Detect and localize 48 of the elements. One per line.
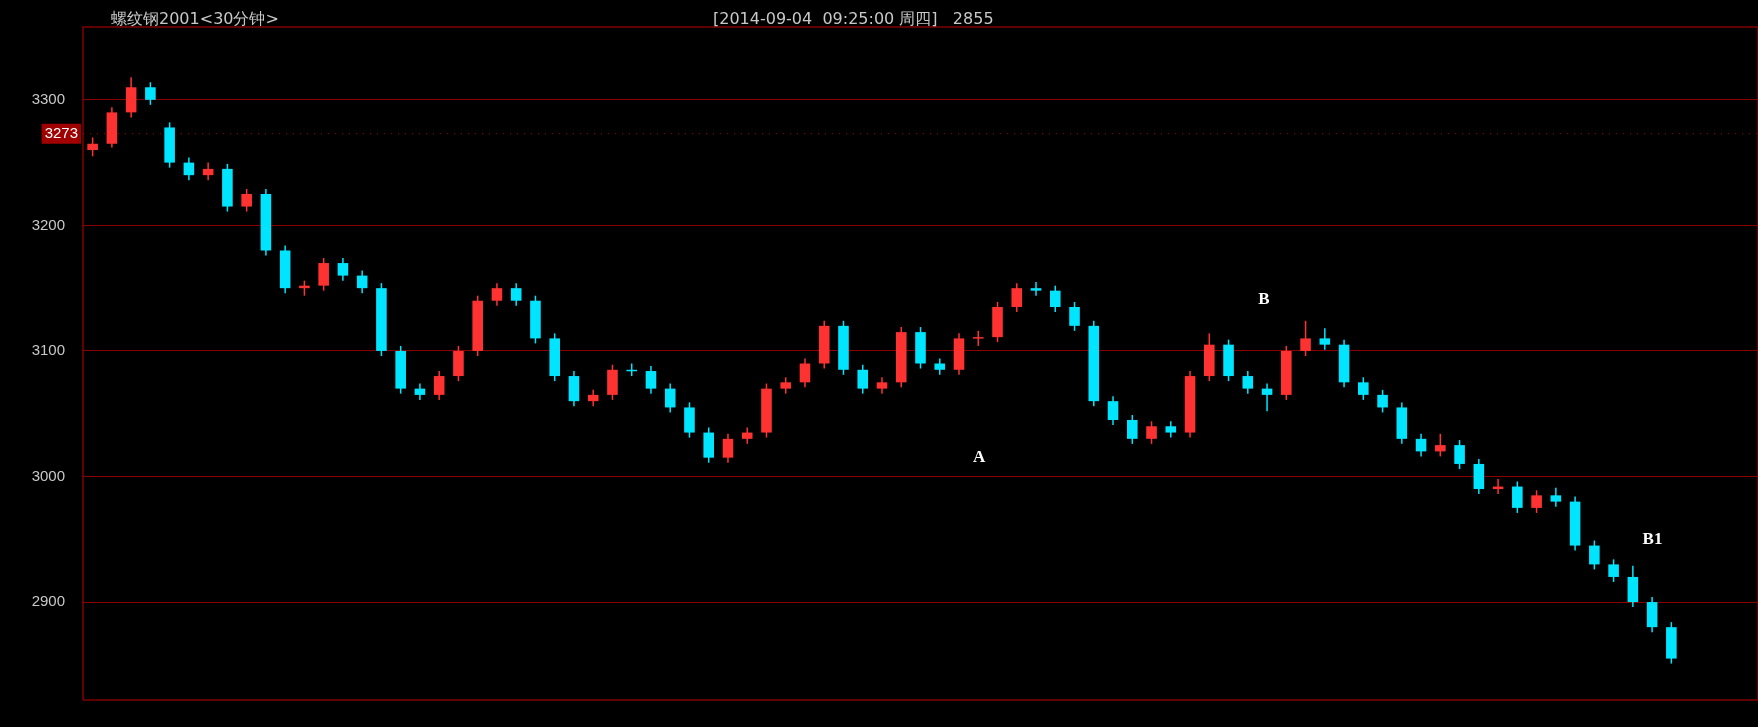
candlestick	[1377, 389, 1388, 414]
candlestick	[337, 257, 349, 282]
ref-line-label: 3273	[44, 123, 78, 141]
candlestick	[1589, 539, 1600, 571]
candlestick	[722, 433, 734, 464]
candlestick	[934, 357, 946, 376]
candlestick	[318, 257, 329, 292]
candlestick	[1030, 281, 1042, 297]
candlestick	[1415, 433, 1427, 458]
candlestick	[510, 282, 522, 307]
candlestick	[857, 364, 869, 395]
candlestick	[1531, 489, 1542, 514]
candlestick	[1011, 282, 1023, 313]
candlestick	[241, 188, 252, 213]
annotation: B	[1258, 288, 1270, 308]
candlestick	[1358, 376, 1369, 401]
candlestick	[87, 136, 98, 158]
candlestick	[1261, 382, 1273, 412]
candlestick	[1512, 480, 1523, 514]
annotation: A	[972, 447, 986, 467]
candlestick	[1550, 487, 1562, 508]
candlestick	[491, 282, 503, 307]
candlestick	[1608, 558, 1619, 583]
candlestick	[145, 81, 156, 106]
candlestick	[183, 156, 195, 181]
y-tick-label: 2900	[31, 592, 65, 610]
candlestick	[645, 365, 657, 395]
y-tick-label: 3100	[31, 341, 65, 359]
y-tick-label: 3200	[31, 215, 65, 233]
y-tick-label: 3300	[31, 89, 65, 107]
candlestick	[356, 269, 368, 294]
candlestick	[1069, 301, 1080, 332]
chart-subtitle: [2014-09-04 09:25:00 周四] 2855	[713, 9, 994, 29]
candlestick	[1242, 370, 1254, 395]
candlestick	[1107, 395, 1119, 426]
y-tick-label: 3000	[31, 466, 65, 484]
candlestick	[1435, 433, 1446, 458]
annotation: B1	[1642, 529, 1663, 549]
candlestick	[1300, 320, 1311, 357]
candlestick	[1126, 414, 1138, 445]
chart-title: 螺纹钢2001<30分钟>	[111, 9, 279, 29]
candlestick	[1454, 439, 1465, 470]
candlestick	[664, 382, 676, 414]
candlestick	[1049, 284, 1061, 313]
candlestick	[1319, 327, 1331, 351]
candlestick	[1146, 420, 1157, 445]
candlestick	[433, 370, 445, 401]
candlestick	[799, 357, 811, 389]
